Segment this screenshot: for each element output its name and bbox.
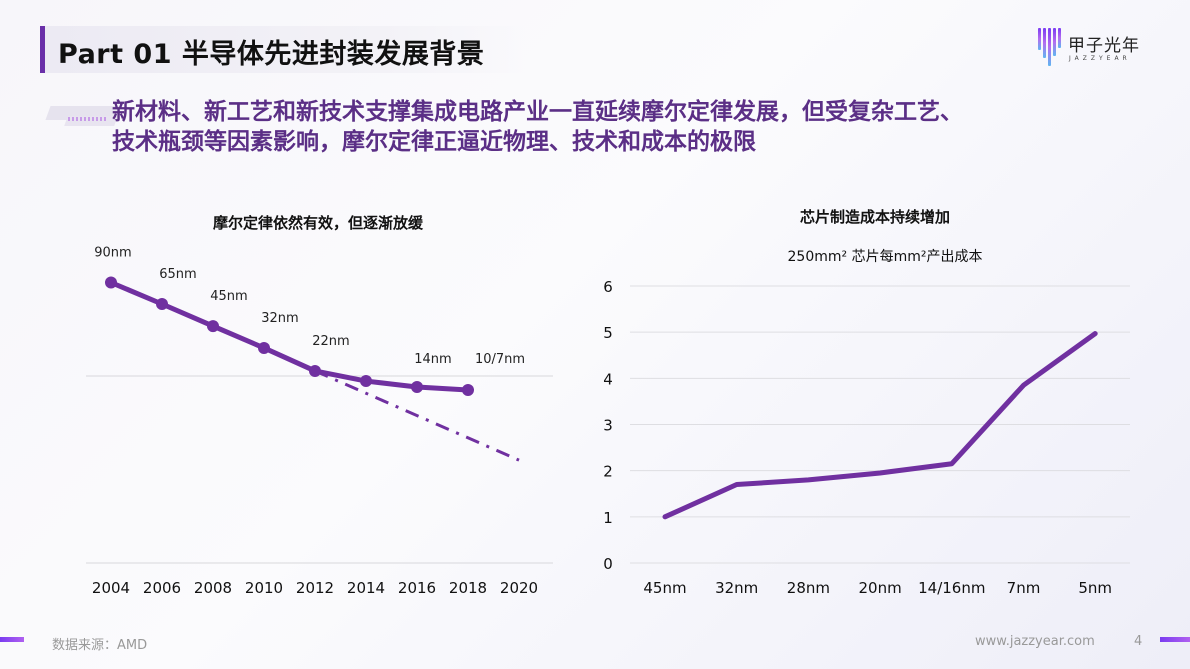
- footer-bar-left: [0, 637, 24, 642]
- subtitle-line-2: 技术瓶颈等因素影响，摩尔定律正逼近物理、技术和成本的极限: [112, 129, 756, 155]
- footer-bar-right: [1160, 637, 1190, 642]
- x-tick-label: 2020: [500, 579, 538, 597]
- point-label: 45nm: [210, 289, 247, 304]
- title-bar: [40, 26, 525, 73]
- decoration: [68, 117, 108, 121]
- data-point: [360, 375, 372, 388]
- right-chart-title: 芯片制造成本持续增加: [799, 208, 951, 226]
- y-tick-label: 2: [603, 463, 613, 481]
- x-tick-label: 2006: [143, 579, 181, 597]
- y-tick-label: 3: [603, 417, 613, 435]
- y-tick-label: 4: [603, 370, 613, 388]
- data-point: [105, 276, 117, 289]
- series-line: [110, 280, 469, 393]
- logo-latin: JAZZYEAR: [1069, 55, 1131, 62]
- x-tick-label: 32nm: [715, 579, 758, 597]
- y-tick-label: 1: [603, 509, 613, 527]
- x-tick-label: 20nm: [858, 579, 901, 597]
- y-tick-label: 6: [603, 278, 613, 296]
- logo-name: 甲子光年: [1068, 36, 1140, 56]
- x-tick-label: 28nm: [787, 579, 830, 597]
- y-tick-label: 5: [603, 324, 613, 342]
- point-label: 10/7nm: [475, 352, 525, 367]
- extrapolation-line: [314, 369, 520, 462]
- data-source: 数据来源：AMD: [52, 638, 148, 653]
- page-title: Part 01 半导体先进封装发展背景: [58, 39, 485, 70]
- data-point: [156, 298, 168, 311]
- x-tick-label: 5nm: [1078, 579, 1112, 597]
- x-tick-label: 2004: [92, 579, 130, 597]
- x-tick-label: 2016: [398, 579, 436, 597]
- point-label: 22nm: [312, 334, 349, 349]
- x-tick-label: 2008: [194, 579, 232, 597]
- point-label: 90nm: [94, 246, 131, 261]
- data-point: [258, 341, 270, 354]
- data-point: [309, 364, 321, 377]
- subtitle-line-1: 新材料、新工艺和新技术支撑集成电路产业一直延续摩尔定律发展，但受复杂工艺、: [112, 99, 963, 125]
- series-line: [662, 331, 1098, 520]
- page-number: 4: [1134, 634, 1143, 649]
- point-label: 14nm: [414, 352, 451, 367]
- data-point: [462, 384, 474, 397]
- point-label: 65nm: [159, 267, 196, 282]
- x-tick-label: 2012: [296, 579, 334, 597]
- y-tick-label: 0: [603, 555, 613, 573]
- logo: 甲子光年 JAZZYEAR: [1038, 28, 1158, 73]
- left-chart-title: 摩尔定律依然有效，但逐渐放缓: [212, 214, 424, 232]
- x-tick-label: 2018: [449, 579, 487, 597]
- right-chart-subtitle: 250mm² 芯片每mm²产出成本: [787, 249, 983, 265]
- x-tick-label: 2014: [347, 579, 385, 597]
- website-url: www.jazzyear.com: [975, 634, 1095, 649]
- data-point: [207, 320, 219, 333]
- x-tick-label: 14/16nm: [918, 579, 985, 597]
- point-label: 32nm: [261, 311, 298, 326]
- x-tick-label: 2010: [245, 579, 283, 597]
- x-tick-label: 45nm: [643, 579, 686, 597]
- x-tick-label: 7nm: [1007, 579, 1041, 597]
- data-point: [411, 381, 423, 394]
